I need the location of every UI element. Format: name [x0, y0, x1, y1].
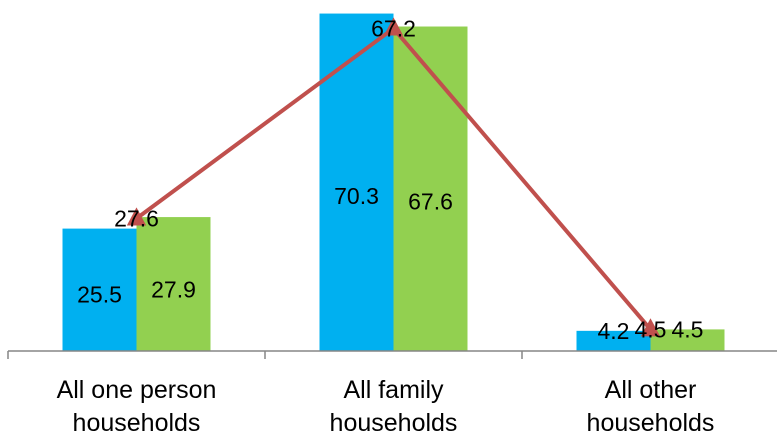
category-label-0: All one person households [57, 376, 217, 437]
bar-s1-c1 [393, 26, 468, 352]
x-axis [7, 350, 777, 359]
category-label-2: All other households [587, 376, 715, 437]
line-layer [126, 17, 661, 337]
line-label-c2: 4.5 [635, 316, 667, 342]
line-label-c1: 67.2 [371, 15, 416, 41]
bar-s1-c2 [650, 329, 725, 351]
bar-s1-c0 [136, 217, 211, 351]
line-label-c0: 27.6 [114, 206, 159, 232]
line-marker-c1 [383, 17, 404, 36]
bar-label-s1-c1: 67.6 [408, 189, 453, 215]
bar-s0-c1 [319, 13, 394, 352]
line-marker-c0 [126, 207, 147, 226]
bars-layer [62, 13, 725, 352]
category-label-1: All family households [330, 376, 458, 437]
bar-label-s0-c1: 70.3 [334, 183, 379, 209]
bar-s0-c2 [576, 330, 651, 351]
bar-label-s1-c2: 4.5 [672, 316, 704, 342]
line-marker-c2 [640, 318, 661, 337]
bar-label-s0-c0: 25.5 [77, 282, 122, 308]
bar-label-s0-c2: 4.2 [598, 318, 630, 344]
bar-s0-c0 [62, 228, 137, 351]
category-labels-layer: All one person households All family househ… [57, 376, 715, 437]
data-labels-layer: 25.5 70.3 4.2 27.9 67.6 4.5 27.6 67.2 4.5 [77, 15, 703, 343]
bar-label-s1-c0: 27.9 [151, 276, 196, 302]
